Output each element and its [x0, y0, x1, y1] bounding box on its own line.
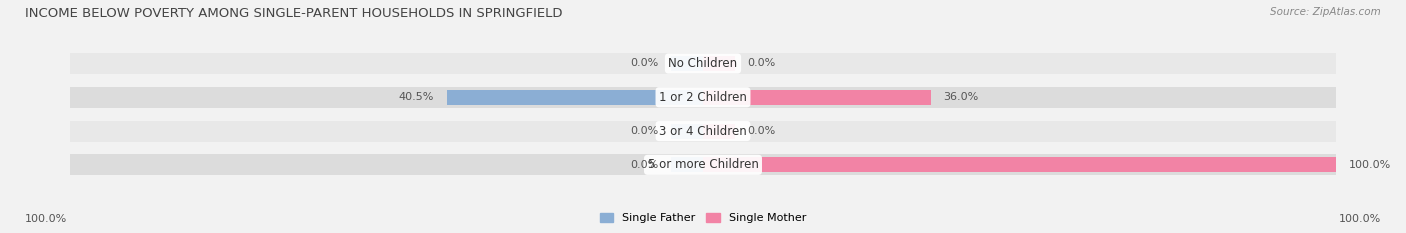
Text: 100.0%: 100.0% [1348, 160, 1391, 170]
Bar [703, 56, 734, 71]
Legend: Single Father, Single Mother: Single Father, Single Mother [596, 208, 810, 227]
Text: 100.0%: 100.0% [1339, 214, 1381, 224]
Text: 0.0%: 0.0% [630, 58, 658, 69]
Text: INCOME BELOW POVERTY AMONG SINGLE-PARENT HOUSEHOLDS IN SPRINGFIELD: INCOME BELOW POVERTY AMONG SINGLE-PARENT… [25, 7, 562, 20]
Bar [70, 87, 703, 108]
Text: 5 or more Children: 5 or more Children [648, 158, 758, 171]
Text: 0.0%: 0.0% [748, 58, 776, 69]
Bar [703, 53, 1336, 74]
Bar [703, 90, 931, 105]
Bar [672, 157, 703, 172]
Text: 1 or 2 Children: 1 or 2 Children [659, 91, 747, 104]
Text: 0.0%: 0.0% [748, 126, 776, 136]
Bar [70, 121, 703, 141]
Text: 40.5%: 40.5% [399, 92, 434, 102]
Text: Source: ZipAtlas.com: Source: ZipAtlas.com [1270, 7, 1381, 17]
Bar [447, 90, 703, 105]
Bar [672, 56, 703, 71]
Bar [70, 53, 703, 74]
Bar [703, 157, 1336, 172]
Bar [703, 87, 1336, 108]
Text: No Children: No Children [668, 57, 738, 70]
Bar [703, 121, 1336, 141]
Text: 0.0%: 0.0% [630, 160, 658, 170]
Bar [703, 123, 734, 139]
Bar [70, 154, 703, 175]
Text: 36.0%: 36.0% [943, 92, 979, 102]
Text: 3 or 4 Children: 3 or 4 Children [659, 125, 747, 137]
Bar [672, 123, 703, 139]
Text: 0.0%: 0.0% [630, 126, 658, 136]
Bar [703, 154, 1336, 175]
Text: 100.0%: 100.0% [25, 214, 67, 224]
